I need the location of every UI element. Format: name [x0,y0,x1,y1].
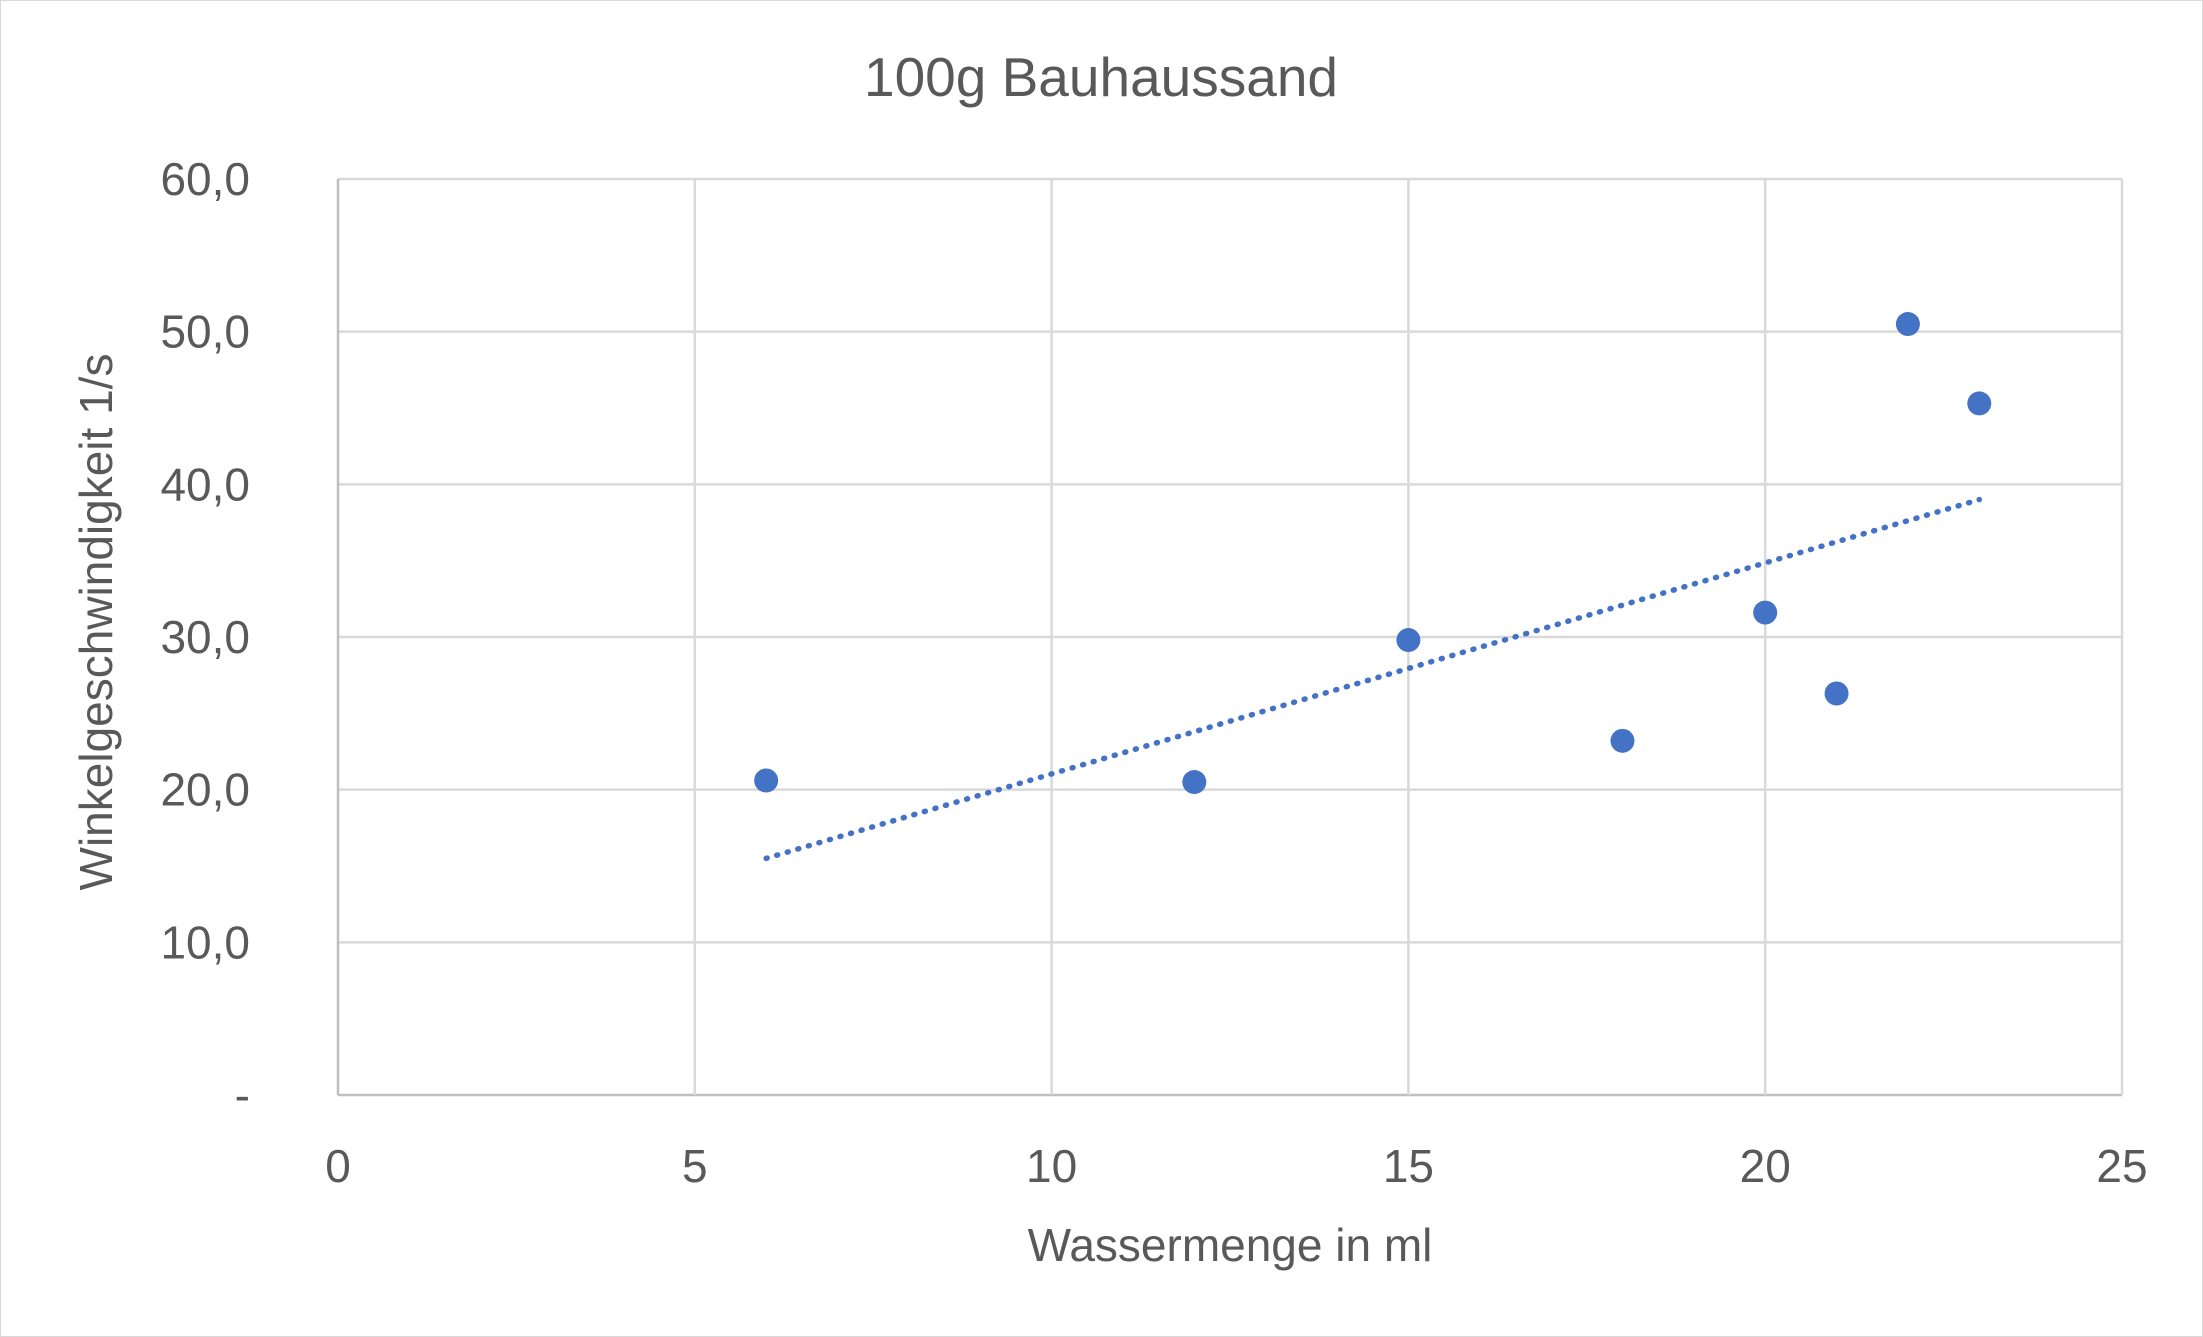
x-axis-ticks: 0 5 10 15 20 25 [325,1140,2147,1192]
y-tick-label: 20,0 [160,764,250,816]
x-tick-label: 15 [1383,1140,1434,1192]
trendline-group [763,496,1983,862]
data-point [1182,770,1207,795]
data-point [754,768,779,793]
y-tick-label: 10,0 [160,916,250,968]
chart-title: 100g Bauhaussand [864,46,1338,108]
y-axis-ticks: - 10,0 20,0 30,0 40,0 50,0 60,0 [160,153,250,1121]
trendline [763,496,1983,862]
y-tick-label: 50,0 [160,306,250,358]
x-tick-label: 25 [2096,1140,2147,1192]
y-tick-label: 60,0 [160,153,250,205]
gridlines [336,177,2124,1097]
x-tick-label: 0 [325,1140,351,1192]
data-point [1895,312,1920,337]
y-tick-label: 30,0 [160,611,250,663]
data-point [1753,600,1778,625]
y-tick-label: - [235,1069,250,1121]
data-point [1610,728,1635,753]
x-tick-label: 5 [682,1140,708,1192]
y-tick-label: 40,0 [160,458,250,510]
x-tick-label: 20 [1740,1140,1791,1192]
data-point [1396,628,1421,653]
data-point [1967,391,1992,416]
x-tick-label: 10 [1026,1140,1077,1192]
y-axis-label: Winkelgeschwindigkeit 1/s [70,354,122,891]
data-points [754,312,1992,795]
x-axis-label: Wassermenge in ml [1028,1219,1433,1271]
data-point [1824,681,1849,706]
